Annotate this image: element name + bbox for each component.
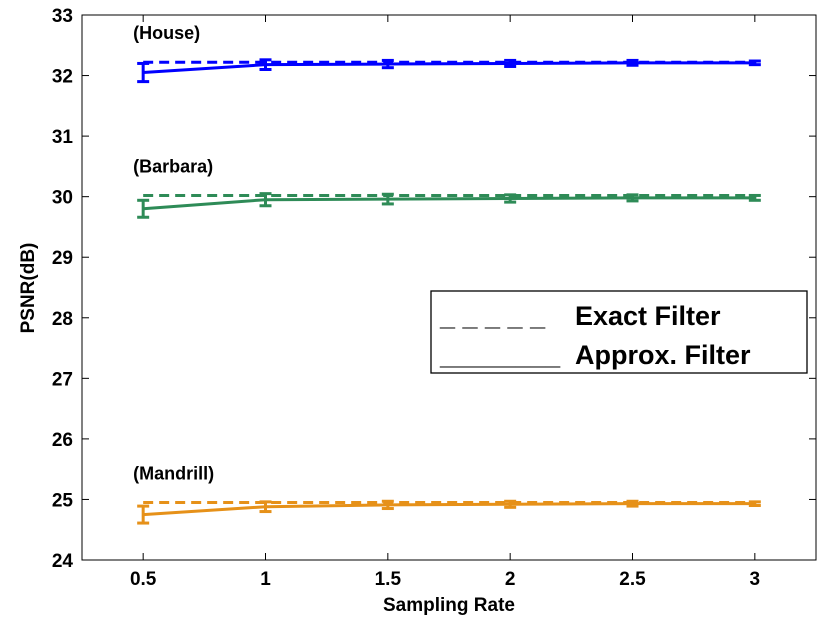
y-tick-label: 27 [52, 369, 73, 390]
y-tick-label: 28 [52, 309, 73, 330]
x-axis-label: Sampling Rate [383, 595, 515, 616]
legend-box [430, 290, 808, 374]
error-bar [137, 61, 150, 84]
error-bar [504, 499, 517, 509]
axis-layer: 0.5 1 1.5 2 2.5 3 24 25 26 27 28 29 30 31 32 33 [52, 6, 816, 590]
series-annotation: (Barbara) [133, 156, 213, 176]
y-tick-label: 29 [52, 248, 73, 269]
error-bar [137, 198, 150, 219]
plot-area [81, 14, 817, 561]
x-tick-label: 1 [260, 569, 271, 590]
error-bar [748, 193, 761, 202]
y-tick-label: 24 [52, 551, 74, 572]
series-annotation: (House) [133, 23, 200, 43]
x-tick-label: 0.5 [130, 569, 157, 590]
approx-filter-line [143, 502, 755, 517]
x-tick-label: 1.5 [375, 569, 402, 590]
legend-label-exact: Exact Filter [575, 301, 721, 331]
x-tick-label: 2 [505, 569, 516, 590]
error-bar [137, 504, 150, 525]
error-bar [381, 192, 394, 206]
error-bar [626, 193, 639, 203]
series-annotation: (Mandrill) [133, 463, 214, 483]
error-bar [259, 500, 272, 514]
approx-filter-line [143, 196, 755, 211]
y-tick-label: 32 [52, 67, 73, 88]
error-bar [748, 59, 761, 67]
error-bar [259, 58, 272, 71]
approx-filter-line [143, 61, 755, 75]
error-bar [504, 58, 517, 68]
error-bar [626, 499, 639, 508]
y-axis-label: PSNR(dB) [18, 243, 39, 334]
y-tick-label: 33 [52, 6, 73, 27]
y-tick-label: 25 [52, 490, 74, 511]
legend-symbol-exact: _ _ _ _ _ [439, 301, 546, 331]
error-bar [381, 499, 394, 511]
error-bar [748, 500, 761, 507]
legend-label-approx: Approx. Filter [575, 340, 751, 370]
x-tick-label: 2.5 [619, 569, 646, 590]
x-tick-label: 3 [750, 569, 761, 590]
series-layer: (House) (Barbara) (Mandrill) [133, 23, 761, 525]
legend-symbol-approx: ________ [439, 340, 561, 370]
y-tick-label: 26 [52, 430, 73, 451]
error-bar [259, 192, 272, 208]
y-tick-label: 30 [52, 188, 73, 209]
error-bar [626, 58, 639, 67]
legend: _ _ _ _ _ Exact Filter ________ Approx. … [430, 290, 808, 374]
error-bar [381, 58, 394, 70]
error-bar [504, 193, 517, 204]
y-tick-label: 31 [52, 127, 74, 148]
